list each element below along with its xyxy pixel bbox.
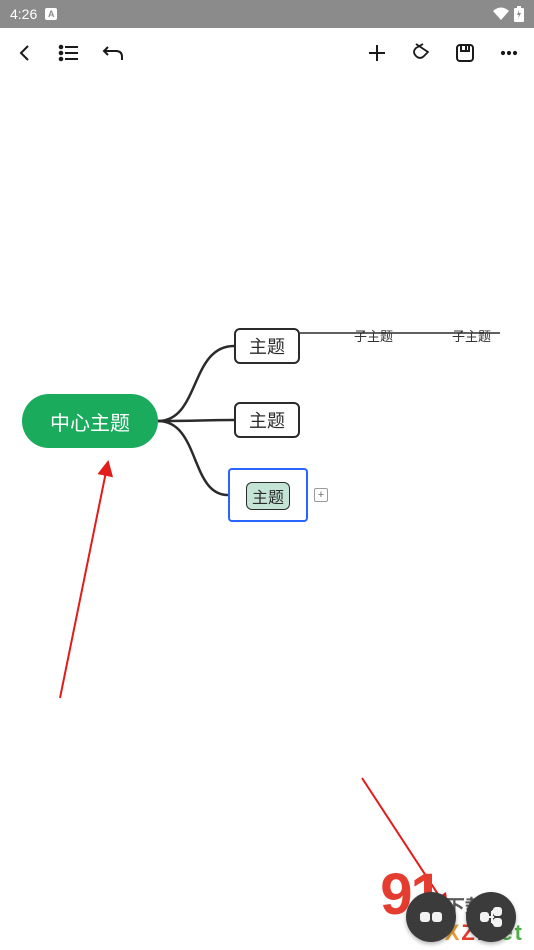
fab-add-sibling[interactable]	[406, 892, 456, 942]
toolbar	[0, 28, 534, 78]
edge	[158, 420, 234, 421]
topic-node[interactable]: 主题	[234, 328, 300, 364]
add-button[interactable]	[364, 40, 390, 66]
topic-label: 主题	[252, 484, 284, 508]
edge	[158, 421, 228, 495]
status-time: 4:26	[10, 6, 37, 22]
wifi-icon	[492, 7, 510, 21]
back-button[interactable]	[12, 40, 38, 66]
topic-node[interactable]: 主题	[234, 402, 300, 438]
battery-icon	[514, 6, 524, 22]
attach-button[interactable]	[408, 40, 434, 66]
topic-label: 主题	[249, 407, 285, 433]
add-child-handle[interactable]: +	[314, 488, 328, 502]
status-indicator-icon: A	[45, 8, 57, 20]
central-topic-node[interactable]: 中心主题	[22, 394, 158, 448]
sub-topic-label[interactable]: 子主题	[354, 326, 393, 345]
status-bar: 4:26 A	[0, 0, 534, 28]
annotation-arrow	[60, 462, 108, 698]
topic-node[interactable]: 主题	[246, 482, 290, 510]
edge	[158, 346, 234, 421]
fab-add-child[interactable]	[466, 892, 516, 942]
topic-label: 主题	[249, 333, 285, 359]
more-button[interactable]	[496, 40, 522, 66]
annotation-arrow	[362, 778, 447, 908]
sub-topic-label[interactable]: 子主题	[452, 326, 491, 345]
outline-list-button[interactable]	[56, 40, 82, 66]
central-topic-label: 中心主题	[50, 407, 130, 436]
save-button[interactable]	[452, 40, 478, 66]
undo-button[interactable]	[100, 40, 126, 66]
fab-group	[406, 892, 516, 942]
mindmap-canvas[interactable]: 中心主题 主题主题主题+ 子主题子主题 91 下载站 XZ.net	[0, 78, 534, 950]
